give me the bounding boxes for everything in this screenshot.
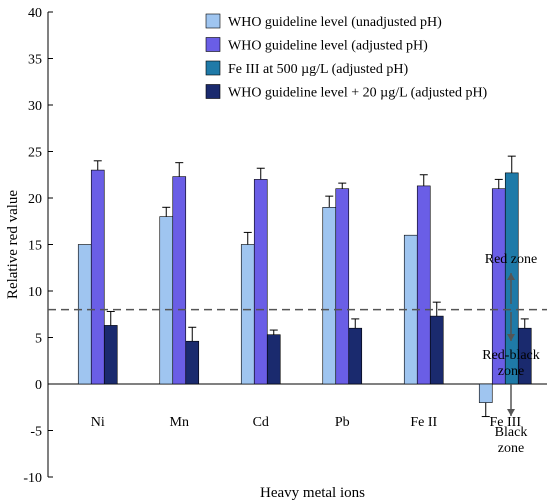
bar-ni-series-3 <box>103 325 118 385</box>
bar-ni-series-0 <box>77 244 92 385</box>
bar-pb-series-0 <box>322 207 337 385</box>
legend-label-2: Fe III at 500 µg/L (adjusted pH) <box>228 62 409 77</box>
y-axis-title: Relative red value <box>5 190 21 299</box>
y-tick-label: 0 <box>35 378 42 393</box>
bar-mn-series-3 <box>185 340 200 385</box>
bar-cd-series-1 <box>253 179 268 385</box>
bar-fe-ii-series-3 <box>429 315 444 385</box>
x-tick-label: Cd <box>253 415 269 430</box>
y-tick-label: -10 <box>23 471 42 486</box>
x-tick-label: Ni <box>91 415 105 430</box>
bar-fe-ii-series-1 <box>416 185 431 385</box>
legend-label-0: WHO guideline level (unadjusted pH) <box>228 15 442 30</box>
legend-swatch-1 <box>205 37 221 52</box>
x-tick-label: Mn <box>170 415 189 430</box>
y-tick-label: 25 <box>28 146 42 161</box>
bar-cd-series-0 <box>240 244 255 385</box>
y-tick-label: 10 <box>28 285 42 300</box>
bar-ni-series-1 <box>90 169 105 385</box>
zone-label-black: Black <box>495 425 528 440</box>
bar-mn-series-1 <box>172 176 187 385</box>
zone-arrow-red-black-head <box>507 334 515 341</box>
legend-label-3: WHO guideline level + 20 µg/L (adjusted … <box>228 86 488 101</box>
zone-arrow-red-head <box>507 273 515 280</box>
legend-swatch-2 <box>205 60 221 76</box>
zone-label-red-black: Red-black <box>482 348 540 363</box>
y-tick-label: 35 <box>28 53 42 68</box>
y-tick-label: 20 <box>28 192 42 207</box>
legend-swatch-3 <box>205 84 221 99</box>
legend-swatch-0 <box>205 13 221 29</box>
bar-pb-series-3 <box>348 327 363 385</box>
zone-label-black-2: zone <box>498 441 524 456</box>
y-tick-label: 15 <box>28 239 42 254</box>
y-tick-label: 40 <box>28 6 42 21</box>
bar-cd-series-3 <box>266 334 281 385</box>
y-tick-label: 5 <box>35 332 42 347</box>
x-tick-label: Fe III <box>490 415 522 430</box>
x-tick-label: Fe II <box>410 415 437 430</box>
plot-area: -10 -5 0 5 10 15 20 25 30 35 40 Relative red value H… <box>5 6 547 501</box>
zone-arrow-black-head <box>507 409 515 416</box>
zone-label-red: Red zone <box>485 252 537 267</box>
bar-fe-iii-series-0 <box>478 383 493 403</box>
y-tick-label: 30 <box>28 99 42 114</box>
bar-mn-series-0 <box>159 216 174 385</box>
legend-label-1: WHO guideline level (adjusted pH) <box>228 39 428 54</box>
zone-label-red-black-2: zone <box>498 364 524 379</box>
y-tick-label: -5 <box>30 425 42 440</box>
bar-pb-series-1 <box>335 188 350 385</box>
x-axis-title: Heavy metal ions <box>260 485 365 501</box>
x-tick-label: Pb <box>335 415 350 430</box>
